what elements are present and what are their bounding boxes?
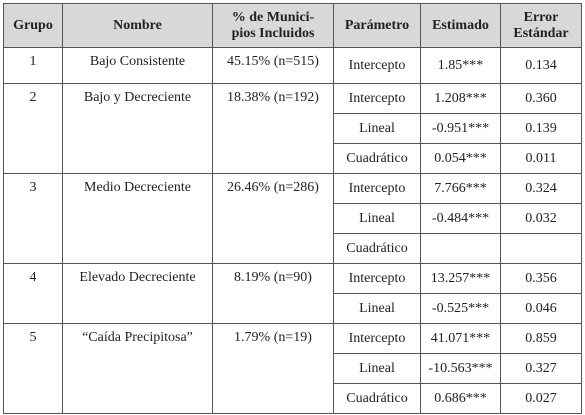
error-cell: 0.046 — [500, 293, 582, 324]
header-cell: Estimado — [420, 3, 501, 48]
parametro-cell: Intercepto — [333, 263, 421, 294]
error-cell: 0.859 — [500, 323, 582, 354]
header-text: % de Munici- — [231, 9, 315, 25]
nombre-cell: Medio Decreciente — [62, 173, 213, 264]
error-cell: 0.139 — [500, 113, 582, 144]
table-row: 5 “Caída Precipitosa” 1.79% (n=19) Intercep… — [3, 323, 582, 414]
estimado-cell: -0.484*** — [420, 203, 501, 234]
estimado-cell: 0.054*** — [420, 143, 501, 174]
table-row: 4 Elevado Decreciente 8.19% (n=90) Intercep… — [3, 263, 582, 324]
table-row: 2 Bajo y Decreciente 18.38% (n=192) Interce… — [3, 83, 582, 174]
parametro-cell: Intercepto — [333, 173, 421, 204]
parametro-cell: Lineal — [333, 353, 421, 384]
grupo-cell: 4 — [3, 263, 63, 324]
header-text: Error — [523, 9, 559, 25]
error-cell — [500, 233, 582, 264]
porcentaje-cell: 45.15% (n=515) — [212, 47, 334, 84]
header-text: Estimado — [432, 17, 489, 33]
parametro-cell: Lineal — [333, 293, 421, 324]
estimado-cell — [420, 233, 501, 264]
porcentaje-cell: 1.79% (n=19) — [212, 323, 334, 414]
grupo-cell: 5 — [3, 323, 63, 414]
estimado-cell: 1.208*** — [420, 83, 501, 114]
estimado-cell: 41.071*** — [420, 323, 501, 354]
estimado-cell: -0.951*** — [420, 113, 501, 144]
error-cell: 0.027 — [500, 383, 582, 414]
header-row: Grupo Nombre % de Munici-pios Incluidos Par… — [3, 3, 582, 48]
header-cell: Error Estándar — [500, 3, 582, 48]
header-text: Estándar — [513, 25, 569, 41]
porcentaje-cell: 8.19% (n=90) — [212, 263, 334, 324]
grupo-cell: 3 — [3, 173, 63, 264]
nombre-cell: “Caída Precipitosa” — [62, 323, 213, 414]
results-table: Grupo Nombre % de Munici-pios Incluidos Par… — [3, 3, 582, 414]
header-cell: % de Munici-pios Incluidos — [212, 3, 334, 48]
error-cell: 0.032 — [500, 203, 582, 234]
header-text: Grupo — [13, 17, 53, 33]
header-text: pios Incluidos — [231, 25, 315, 41]
header-cell: Grupo — [3, 3, 63, 48]
parametro-cell: Cuadrático — [333, 233, 421, 264]
error-cell: 0.134 — [500, 47, 582, 84]
table-row: Lineal -0.525*** 0.046 — [4, 293, 582, 324]
porcentaje-cell: 26.46% (n=286) — [212, 173, 334, 264]
header-cell: Nombre — [62, 3, 213, 48]
parametro-cell: Lineal — [333, 113, 421, 144]
header-text: Nombre — [113, 17, 162, 33]
parametro-cell: Intercepto — [333, 47, 421, 84]
table-body: 1 Bajo Consistente 45.15% (n=515) Intercept… — [3, 47, 582, 414]
table-row: Lineal -0.484*** 0.032 — [4, 203, 582, 234]
table-row: 3 Medio Decreciente 26.46% (n=286) Intercep… — [3, 173, 582, 264]
table-row: Cuadrático — [4, 233, 582, 264]
error-cell: 0.356 — [500, 263, 582, 294]
nombre-cell: Bajo Consistente — [62, 47, 213, 84]
nombre-cell: Bajo y Decreciente — [62, 83, 213, 174]
table-row: Lineal -0.951*** 0.139 — [4, 113, 582, 144]
porcentaje-cell: 18.38% (n=192) — [212, 83, 334, 174]
parametro-cell: Cuadrático — [333, 143, 421, 174]
error-cell: 0.327 — [500, 353, 582, 384]
estimado-cell: 1.85*** — [420, 47, 501, 84]
header-cell: Parámetro — [333, 3, 421, 48]
table-row: Cuadrático 0.054*** 0.011 — [4, 143, 582, 174]
parametro-cell: Cuadrático — [333, 383, 421, 414]
parametro-cell: Lineal — [333, 203, 421, 234]
error-cell: 0.011 — [500, 143, 582, 174]
header-text: Parámetro — [344, 17, 410, 33]
nombre-cell: Elevado Decreciente — [62, 263, 213, 324]
estimado-cell: 7.766*** — [420, 173, 501, 204]
table-row: 1 Bajo Consistente 45.15% (n=515) Intercept… — [3, 47, 582, 84]
grupo-cell: 2 — [3, 83, 63, 174]
estimado-cell: 0.686*** — [420, 383, 501, 414]
grupo-cell: 1 — [3, 47, 63, 84]
estimado-cell: -0.525*** — [420, 293, 501, 324]
table-row: Cuadrático 0.686*** 0.027 — [4, 383, 582, 414]
parametro-cell: Intercepto — [333, 83, 421, 114]
estimado-cell: -10.563*** — [420, 353, 501, 384]
error-cell: 0.360 — [500, 83, 582, 114]
error-cell: 0.324 — [500, 173, 582, 204]
parametro-cell: Intercepto — [333, 323, 421, 354]
estimado-cell: 13.257*** — [420, 263, 501, 294]
